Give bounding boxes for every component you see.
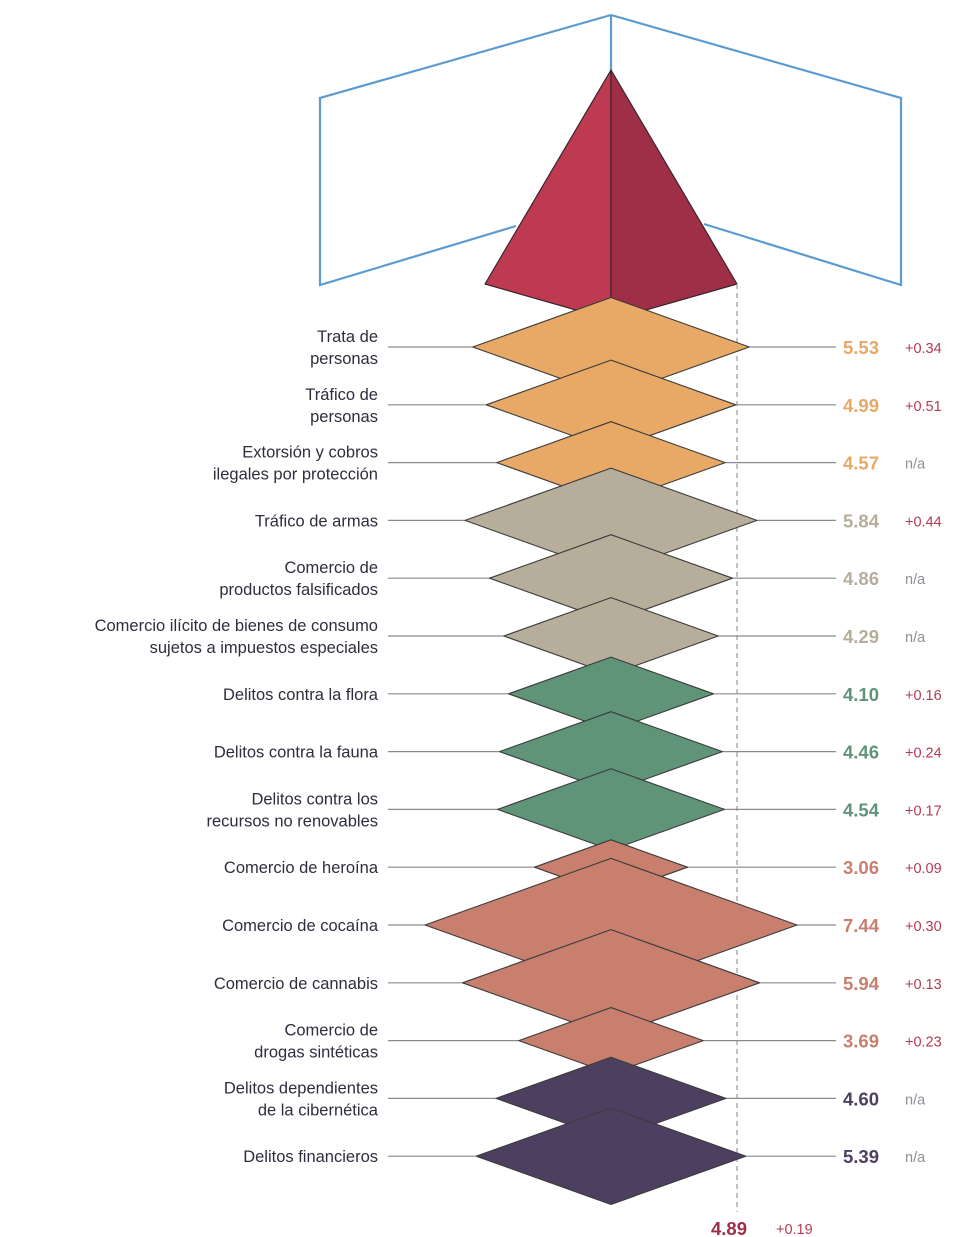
crime-label: Extorsión y cobros [242,444,378,462]
diamond-mark [503,597,719,675]
crime-change: +0.13 [905,977,942,993]
crime-value: 5.84 [843,510,880,531]
crime-row: Trata de personas 5.53 +0.34 [310,296,942,398]
diamond-mark [485,359,737,451]
diamond-mark [475,1107,747,1205]
frame-right-panel [610,13,903,287]
crime-label: Comercio de cannabis [214,975,378,993]
crime-label: drogas sintéticas [254,1044,378,1062]
crime-label: productos falsificados [219,581,378,599]
crime-change: n/a [905,457,926,473]
crime-label: de la cibernética [258,1101,379,1119]
diamond-mark [461,929,761,1037]
crime-value: 4.99 [843,395,879,416]
pyramid-overall [484,69,738,321]
crime-value: 5.94 [843,973,880,994]
crime-change: +0.23 [905,1035,942,1051]
crime-label: Delitos contra la fauna [214,744,379,762]
crime-label: Tráfico de armas [255,512,378,530]
pyramid-right-face [610,69,738,321]
crime-value: 5.39 [843,1146,879,1167]
crime-row: Delitos contra la flora 4.10 +0.16 [223,656,942,732]
crime-label: sujetos a impuestos especiales [150,639,378,657]
crime-row: Comercio de drogas sintéticas 3.69 +0.23 [254,1007,942,1075]
crime-row: Delitos contra la fauna 4.46 +0.24 [214,711,942,793]
crime-label: Comercio de [284,1022,378,1040]
crime-label: Delitos contra los [251,790,378,808]
crime-value: 4.86 [843,568,879,589]
crime-label: recursos no renovables [206,812,378,830]
crime-value: 4.60 [843,1088,879,1109]
crime-row: Tráfico de personas 4.99 +0.51 [305,359,942,451]
diamond-mark [498,711,724,793]
crime-change: n/a [905,572,926,588]
crime-label: Tráfico de [305,386,378,404]
crime-row: Comercio de productos falsificados 4.86 n/a [219,534,926,623]
crime-label: personas [310,408,378,426]
diamond-mark [488,534,734,623]
crime-value: 4.54 [843,799,880,820]
crime-label: personas [310,350,378,368]
crime-label: Comercio de [284,559,378,577]
diamond-mark [496,768,726,851]
pyramid-left-face [484,69,612,321]
crime-change: +0.24 [905,746,942,762]
crime-change: n/a [905,630,926,646]
crime-value: 4.46 [843,742,879,763]
crime-value: 5.53 [843,337,879,358]
frame-left-panel [318,13,612,287]
overall-value: 4.89 [711,1218,747,1237]
diamond-mark [507,656,715,732]
crime-row: Delitos dependientes de la cibernética 4.6… [224,1056,926,1141]
crime-change: +0.44 [905,514,942,530]
crime-value: 7.44 [843,915,880,936]
diamond-mark [518,1007,704,1075]
crime-change: +0.30 [905,919,942,935]
crime-value: 3.69 [843,1031,879,1052]
crime-change: n/a [905,1092,926,1108]
crime-row: Comercio de cannabis 5.94 +0.13 [214,929,942,1037]
crime-change: +0.09 [905,861,942,877]
crime-label: Comercio de cocaína [222,917,379,935]
crime-value: 4.29 [843,626,879,647]
crime-change: +0.16 [905,688,942,704]
crime-row: Comercio ilícito de bienes de consumo suj… [95,597,926,675]
crime-row: Comercio de cocaína 7.44 +0.30 [222,857,942,993]
crime-label: Delitos contra la flora [223,686,379,704]
crime-row: Tráfico de armas 5.84 +0.44 [255,467,942,574]
crime-change: +0.34 [905,341,942,357]
crime-value: 4.57 [843,453,879,474]
overall-score: 4.89 +0.19 [711,1218,813,1237]
frame-outline [318,13,903,287]
overall-change: +0.19 [776,1222,813,1237]
crime-value: 4.10 [843,684,879,705]
crime-row: Delitos financieros 5.39 n/a [243,1107,926,1205]
crime-change: +0.17 [905,803,942,819]
crime-change: n/a [905,1150,926,1166]
crime-label: Trata de [317,328,378,346]
crime-label: Delitos financieros [243,1148,378,1166]
crime-row: Delitos contra los recursos no renovables… [206,768,942,851]
crime-label: Delitos dependientes [224,1079,378,1097]
crime-label: ilegales por protección [213,466,378,484]
crime-value: 3.06 [843,857,879,878]
crime-label: Comercio de heroína [224,859,379,877]
crime-label: Comercio ilícito de bienes de consumo [95,617,378,635]
crime-change: +0.51 [905,399,942,415]
